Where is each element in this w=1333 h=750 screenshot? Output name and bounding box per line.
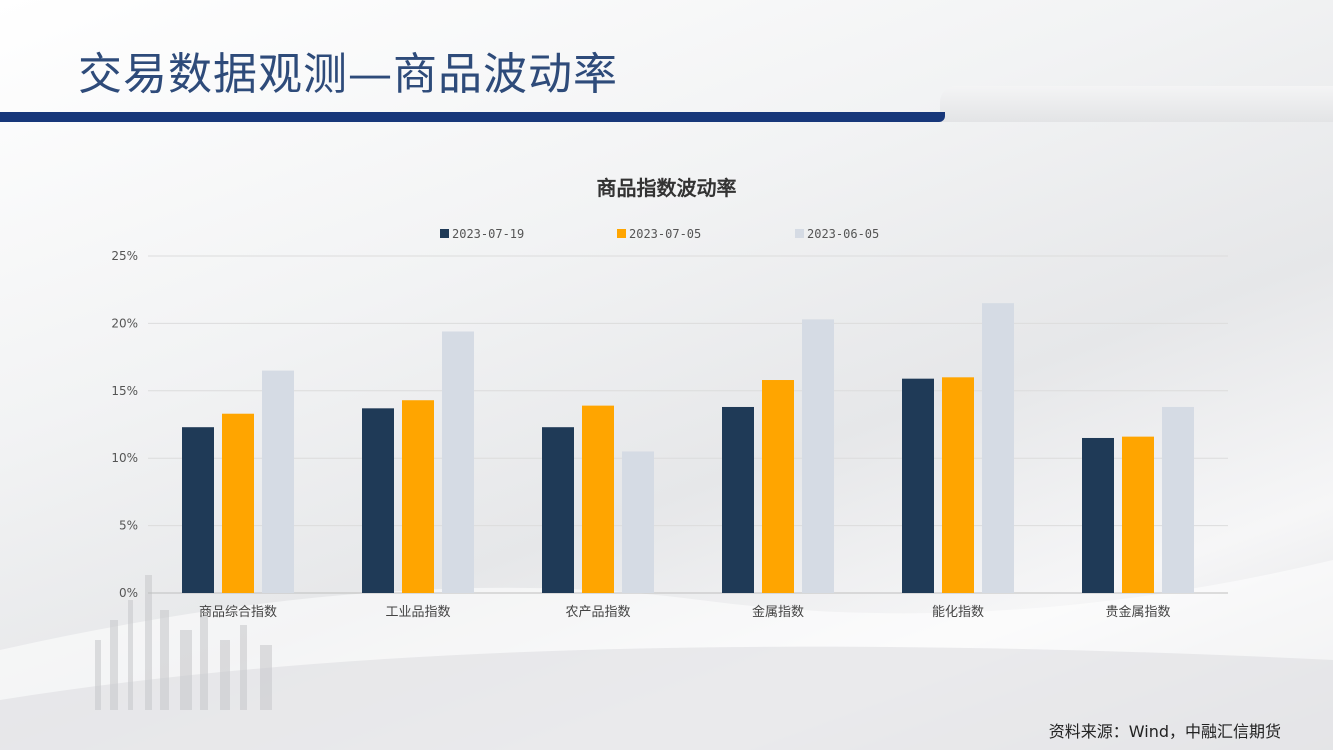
- legend-label: 2023-07-05: [629, 227, 701, 241]
- legend-swatch: [795, 229, 804, 238]
- y-tick-label: 10%: [111, 451, 138, 465]
- bar: [982, 303, 1014, 593]
- bar: [622, 451, 654, 593]
- bar: [1122, 436, 1154, 593]
- title-band: [0, 112, 945, 122]
- y-tick-label: 15%: [111, 384, 138, 398]
- page-title: 交易数据观测—商品波动率: [78, 49, 618, 100]
- title-band-tail: [940, 86, 1333, 122]
- bar: [1082, 437, 1114, 593]
- bar: [182, 427, 214, 593]
- bar: [542, 427, 574, 593]
- source-note: 资料来源：Wind，中融汇信期货: [1048, 722, 1281, 741]
- bar: [722, 406, 754, 593]
- legend-label: 2023-07-19: [452, 227, 524, 241]
- bar: [402, 400, 434, 593]
- bar: [902, 378, 934, 593]
- bar: [762, 380, 794, 593]
- category-label: 金属指数: [752, 604, 804, 620]
- bar: [442, 331, 474, 593]
- category-label: 商品综合指数: [199, 605, 277, 620]
- category-label: 工业品指数: [385, 605, 450, 620]
- bar: [802, 319, 834, 593]
- category-label: 贵金属指数: [1105, 604, 1170, 620]
- y-tick-label: 5%: [119, 519, 138, 533]
- category-label: 农产品指数: [565, 605, 630, 620]
- bar: [262, 370, 294, 593]
- y-tick-label: 25%: [111, 249, 138, 263]
- bar: [222, 413, 254, 593]
- chart-title: 商品指数波动率: [596, 176, 737, 200]
- y-tick-label: 0%: [119, 586, 138, 600]
- legend-swatch: [617, 229, 626, 238]
- bar: [362, 408, 394, 593]
- bar: [1162, 406, 1194, 593]
- y-tick-label: 20%: [111, 316, 138, 330]
- bar: [582, 405, 614, 593]
- legend-swatch: [440, 229, 449, 238]
- legend-label: 2023-06-05: [807, 227, 879, 241]
- bar: [942, 377, 974, 593]
- category-label: 能化指数: [932, 605, 984, 620]
